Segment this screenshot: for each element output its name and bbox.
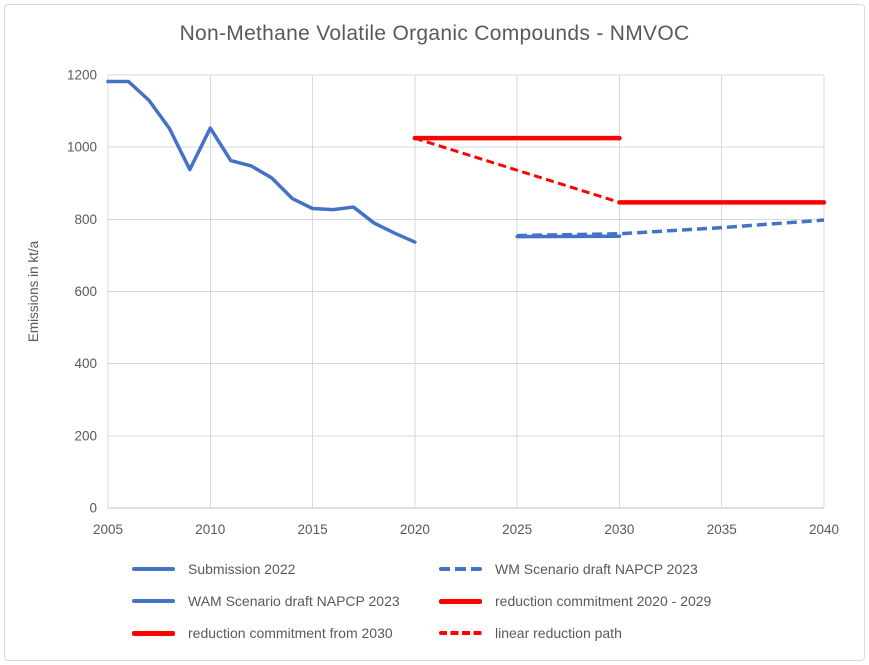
- y-tick-label: 1200: [67, 68, 97, 83]
- legend-swatch-dashed-line: [439, 567, 482, 571]
- legend: Submission 2022 WM Scenario draft NAPCP 2…: [132, 553, 711, 649]
- x-tick-label: 2010: [195, 522, 225, 537]
- legend-label: reduction commitment 2020 - 2029: [495, 593, 712, 609]
- legend-item-wam-scenario-draft-napcp-2023: WAM Scenario draft NAPCP 2023: [132, 593, 439, 609]
- y-tick-label: 1000: [67, 140, 97, 155]
- legend-swatch-solid-line: [132, 599, 175, 603]
- y-tick-label: 0: [89, 501, 97, 516]
- series-wm-scenario-draft-napcp-2023: [517, 218, 825, 238]
- x-tick-label: 2040: [809, 522, 839, 537]
- y-tick-label: 200: [74, 428, 97, 443]
- legend-swatch-dashed-line: [439, 631, 482, 635]
- legend-label: WM Scenario draft NAPCP 2023: [495, 561, 698, 577]
- legend-label: WAM Scenario draft NAPCP 2023: [188, 593, 400, 609]
- legend-item-reduction-commitment-2020-2029: reduction commitment 2020 - 2029: [439, 593, 711, 609]
- x-tick-label: 2015: [298, 522, 328, 537]
- chart-title: Non-Methane Volatile Organic Compounds -…: [179, 22, 690, 45]
- legend-swatch-solid-line: [132, 630, 175, 636]
- legend-item-linear-reduction-path: linear reduction path: [439, 625, 711, 641]
- legend-item-reduction-commitment-from-2030: reduction commitment from 2030: [132, 625, 439, 641]
- x-tick-label: 2025: [502, 522, 532, 537]
- y-axis-title: Emissions in kt/a: [26, 240, 41, 342]
- legend-label: linear reduction path: [495, 625, 622, 641]
- plot-area: 0 200 400 600 800 1000 1200 2005 2010 2015 2020 202…: [26, 68, 839, 538]
- x-tick-label: 2020: [400, 522, 430, 537]
- legend-item-submission-2022: Submission 2022: [132, 561, 439, 577]
- legend-label: Submission 2022: [188, 561, 296, 577]
- legend-item-wm-scenario-draft-napcp-2023: WM Scenario draft NAPCP 2023: [439, 561, 711, 577]
- series-linear-reduction-path: [414, 136, 620, 204]
- x-tick-label: 2035: [707, 522, 737, 537]
- series-submission-2022: [106, 79, 417, 244]
- y-tick-label: 400: [74, 356, 97, 371]
- y-tick-label: 600: [74, 284, 97, 299]
- legend-label: reduction commitment from 2030: [188, 625, 393, 641]
- legend-swatch-solid-line: [132, 567, 175, 571]
- x-tick-label: 2005: [93, 522, 123, 537]
- y-tick-label: 800: [74, 212, 97, 227]
- legend-swatch-solid-line: [439, 598, 482, 604]
- x-tick-label: 2030: [604, 522, 634, 537]
